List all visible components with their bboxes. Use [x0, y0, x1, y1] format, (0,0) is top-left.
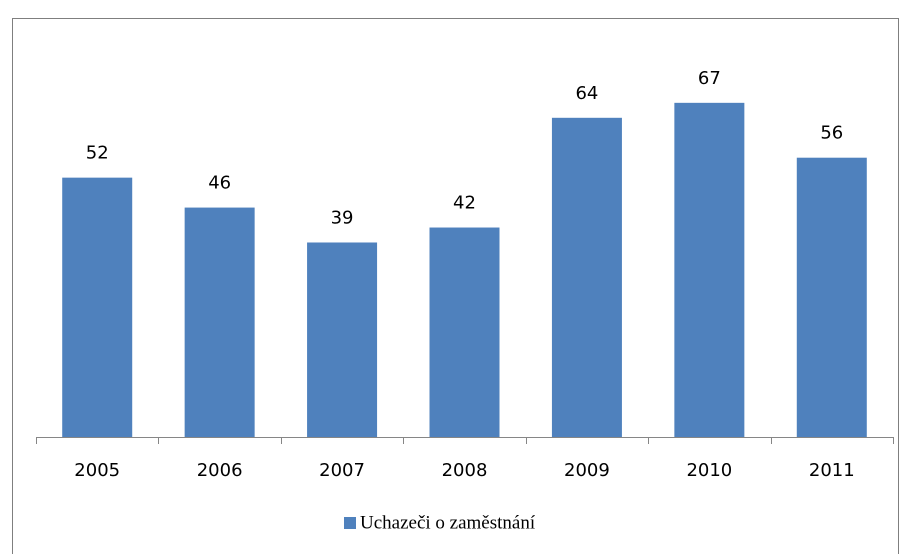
x-tick-label: 2005 — [74, 460, 120, 481]
x-tick-label: 2006 — [197, 460, 243, 481]
bar — [674, 102, 745, 438]
bar — [184, 207, 255, 437]
data-label: 56 — [820, 123, 843, 144]
bar — [551, 117, 622, 438]
legend-swatch — [344, 517, 356, 529]
bar — [429, 227, 500, 437]
x-tick-label: 2011 — [809, 460, 855, 481]
x-tick-label: 2009 — [564, 460, 610, 481]
data-label: 64 — [575, 83, 598, 104]
x-tick-label: 2008 — [442, 460, 488, 481]
x-tick-label: 2010 — [686, 460, 732, 481]
bar — [62, 177, 133, 437]
data-label: 67 — [698, 68, 721, 89]
x-tick-label: 2007 — [319, 460, 365, 481]
data-label: 39 — [331, 207, 354, 228]
data-label: 46 — [208, 173, 231, 194]
legend-label: Uchazeči o zaměstnání — [360, 512, 536, 533]
data-label: 52 — [86, 143, 109, 164]
data-label: 42 — [453, 193, 476, 214]
bar — [796, 157, 867, 437]
bar — [307, 242, 378, 437]
